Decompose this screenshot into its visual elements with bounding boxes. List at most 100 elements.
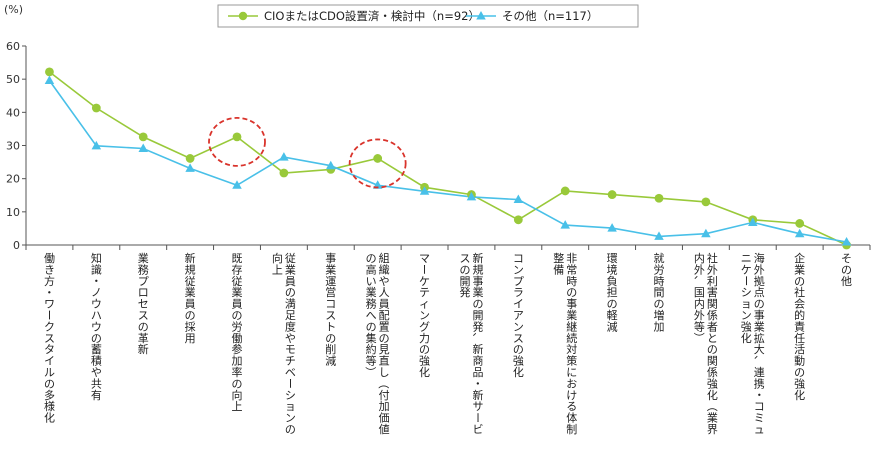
x-category-char: 業 [366,286,377,299]
axes [25,46,871,250]
x-category-char: 策 [566,354,577,368]
x-category-char: ・ [471,378,484,389]
x-category-char: や [379,275,390,288]
x-category-char: 働 [44,252,55,265]
x-category-char: 識 [91,263,102,276]
x-category-char: 、 [471,332,484,343]
x-category-char: （ [705,401,718,412]
x-category-char: 等 [694,319,705,333]
x-category-char: 商 [472,354,483,368]
x-category-char: 員 [185,298,196,311]
x-category-char: 事 [325,252,336,265]
x-category-char: ） [364,367,377,378]
series-2-point [466,191,477,201]
y-tick-label: 0 [13,239,20,252]
x-category-char: ュ [754,423,765,436]
x-category-char: 対 [566,342,577,356]
x-category-char: 業 [472,286,483,299]
x-category-char: 営 [325,285,336,299]
series-markers [44,67,852,250]
x-category-char: イ [513,298,524,311]
x-category-char: ト [325,320,336,333]
x-category-char: 率 [232,365,243,379]
x-category-char: 規 [472,262,483,276]
x-category-char: 事 [566,298,577,311]
x-category-char: 加 [379,400,390,413]
x-category-char: 制 [566,423,577,436]
x-category-char: 、 [692,275,705,286]
x-category-char: ス [138,309,149,322]
x-category-char: の [566,286,577,299]
x-category-char: い [366,275,377,288]
x-category-char: ノ [91,286,102,299]
x-category-char: や [91,366,102,379]
x-category-char: 点 [754,286,765,299]
series-2-point [607,223,617,232]
legend-marker-series-1 [238,11,248,21]
x-category-char: き [44,263,55,276]
x-category-char: 時 [654,275,665,288]
x-category-char: に [566,366,577,379]
x-category-char: 非 [566,252,577,265]
x-category-char: の [366,320,377,333]
x-category-char: ビ [472,423,483,436]
x-category-char: ー [739,275,752,286]
x-category-char: し [379,366,390,379]
x-category-char: 利 [707,275,718,288]
x-category-char: タ [44,343,55,356]
x-category-char: 向 [232,388,243,402]
x-category-char: 運 [325,275,336,288]
x-category-char: 労 [654,262,665,276]
x-category-char: 上 [232,400,243,413]
x-category-char: 社 [707,251,718,265]
x-category-char: 務 [366,297,377,311]
x-category-char: の [366,252,377,265]
legend-label-series-2: その他（n=117） [502,9,598,23]
x-category-char: 蓄 [91,343,102,356]
x-category-char: 継 [566,319,577,333]
series-2-line [48,80,847,243]
x-category-char: チ [285,355,296,368]
x-category-char: 従 [285,252,296,265]
x-category-char: 新 [138,342,149,356]
x-category-char: 規 [185,262,196,276]
x-category-char: 新 [185,251,196,265]
series-2-point [138,143,148,152]
x-category-char: の [754,298,765,311]
series-2-point [748,217,758,226]
x-category-char: 見 [379,343,390,356]
series-1-point [795,219,805,228]
legend: CIOまたはCDO設置済・検討中（n=92） その他（n=117） [217,4,639,28]
x-category-char: ウ [91,298,102,311]
x-category-char: 内 [694,251,705,265]
x-category-char: 参 [232,342,243,356]
x-category-char: 関 [707,355,718,368]
x-category-char: 時 [566,275,577,288]
series-2-point [701,228,711,238]
series-1-point [654,193,664,203]
x-category-char: 直 [379,354,390,368]
x-category-char: ・ [42,287,55,298]
highlight-circles [208,116,407,189]
x-category-char: の [325,332,336,345]
x-category-char: 的 [794,308,805,322]
x-category-char: 化 [741,331,752,345]
x-category-char: の [419,343,430,356]
y-tick-label: 60 [6,40,20,53]
x-category-char: 負 [607,275,618,288]
series-1-point [91,103,101,113]
x-category-char: 係 [707,309,718,322]
x-category-char: 強 [419,355,430,368]
x-category-char: 有 [91,388,102,402]
highlight-circle [348,138,407,189]
x-category-char: 集 [366,331,377,345]
x-category-char: 界 [707,423,718,436]
x-category-char: 外 [707,263,718,276]
x-category-char: 化 [513,365,524,379]
x-category-char: 備 [553,263,564,276]
x-category-char: お [566,377,577,390]
